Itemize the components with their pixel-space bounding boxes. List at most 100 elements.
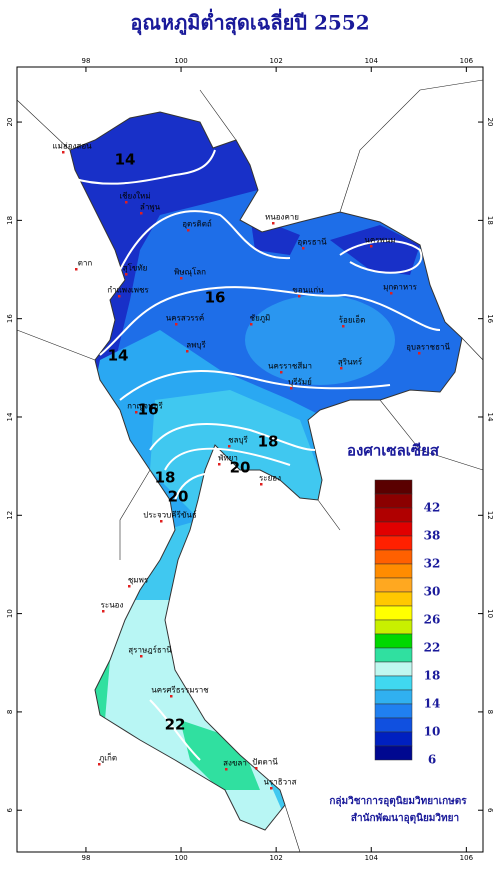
neighbour-borders <box>16 79 484 853</box>
station <box>175 323 178 326</box>
legend-label: 26 <box>424 613 441 627</box>
credit-line: สำนักพัฒนาอุตุนิยมวิทยา <box>351 812 459 824</box>
y-tick-label: 8 <box>6 710 14 714</box>
place-label: ระยอง <box>259 474 281 483</box>
contour-label: 18 <box>155 469 176 487</box>
y-tick-label: 6 <box>6 807 14 812</box>
y-tick-label: 20 <box>6 118 14 127</box>
station <box>140 212 143 215</box>
station <box>118 295 121 298</box>
legend-swatch <box>374 591 413 607</box>
station <box>250 323 253 326</box>
place-label: นครศรีธรรมราช <box>151 686 209 695</box>
station <box>75 268 78 271</box>
place-label: ระนอง <box>101 601 124 610</box>
legend-label: 42 <box>424 501 441 515</box>
place-label: อุบลราชธานี <box>406 343 450 352</box>
contour-label: 14 <box>108 347 129 365</box>
legend-swatch <box>374 619 413 635</box>
station <box>272 222 275 225</box>
legend-swatch <box>374 689 413 705</box>
station <box>340 367 343 370</box>
place-label: หนองคาย <box>265 213 299 222</box>
legend-swatch <box>374 535 413 551</box>
place-label: มุกดาหาร <box>383 283 418 292</box>
station <box>125 201 128 204</box>
station <box>270 787 273 790</box>
legend-swatch <box>374 563 413 579</box>
place-label: สงขลา <box>223 759 247 768</box>
legend-label: 18 <box>424 669 441 683</box>
station <box>390 292 393 295</box>
place-label: กำแพงเพชร <box>107 286 149 295</box>
legend-swatch <box>374 605 413 621</box>
place-label: นครสวรรค์ <box>166 313 204 323</box>
x-tick-label: 102 <box>269 57 282 65</box>
map-title: อุณหภูมิต่ำสุดเฉลี่ยปี 2552 <box>130 8 369 37</box>
contour-label: 18 <box>258 433 279 451</box>
place-label: สุรินทร์ <box>338 357 363 367</box>
credit-line: กลุ่มวิชาการอุตุนิยมวิทยาเกษตร <box>329 795 467 807</box>
y-tick-label: 18 <box>6 216 14 225</box>
station <box>225 768 228 771</box>
legend-swatch <box>374 479 413 495</box>
place-label: ชลบุรี <box>228 436 248 445</box>
station <box>370 245 373 248</box>
place-label: สุโขทัย <box>123 263 148 273</box>
legend-swatch <box>374 745 413 761</box>
x-tick-label: 104 <box>365 854 379 862</box>
contour-lines <box>71 149 441 761</box>
legend-swatch <box>374 731 413 747</box>
contour-label: 22 <box>165 716 186 734</box>
place-label: ชัยภูมิ <box>250 314 271 324</box>
place-label: ภูเก็ต <box>99 753 117 764</box>
place-label: ตาก <box>78 259 93 268</box>
station <box>180 277 183 280</box>
place-label: สุราษฎร์ธานี <box>128 645 172 655</box>
x-tick-label: 106 <box>460 854 474 862</box>
place-label: ขอนแก่น <box>292 286 324 295</box>
station <box>342 325 345 328</box>
y-tick-label: 8 <box>486 710 494 714</box>
station <box>128 585 131 588</box>
station <box>298 295 301 298</box>
x-tick-label: 102 <box>269 854 282 862</box>
y-tick-label: 12 <box>6 511 14 520</box>
y-tick-label: 18 <box>486 216 494 225</box>
legend-swatch <box>374 507 413 523</box>
place-label: เชียงใหม่ <box>119 192 150 201</box>
x-tick-label: 98 <box>81 854 90 862</box>
y-tick-label: 14 <box>486 413 494 422</box>
station <box>98 763 101 766</box>
legend-swatch <box>374 549 413 565</box>
contour-label: 20 <box>230 459 251 477</box>
contour-label: 14 <box>115 151 136 169</box>
y-tick-label: 16 <box>486 314 494 323</box>
legend-label: 30 <box>424 585 441 599</box>
x-tick-label: 98 <box>81 57 90 65</box>
station <box>260 483 263 486</box>
legend-swatch <box>374 675 413 691</box>
legend-swatch <box>374 661 413 677</box>
y-tick-label: 6 <box>486 808 494 813</box>
x-tick-label: 100 <box>174 854 187 862</box>
place-label: อุดรธานี <box>297 238 327 247</box>
station <box>290 387 293 390</box>
contour-label: 20 <box>168 488 189 506</box>
station <box>218 463 221 466</box>
y-tick-label: 14 <box>6 412 14 421</box>
place-label: นครพนม <box>364 236 395 245</box>
legend-swatch <box>374 703 413 719</box>
place-label: พิษณุโลก <box>174 267 206 277</box>
contour-label: 16 <box>205 289 226 307</box>
y-tick-label: 20 <box>486 118 494 127</box>
y-tick-label: 12 <box>486 511 494 520</box>
legend-swatch <box>374 633 413 649</box>
x-tick-label: 100 <box>174 57 187 65</box>
legend-label: 6 <box>428 753 436 767</box>
station <box>135 411 138 414</box>
legend-swatch <box>374 577 413 593</box>
place-label: ชุมพร <box>128 576 149 585</box>
